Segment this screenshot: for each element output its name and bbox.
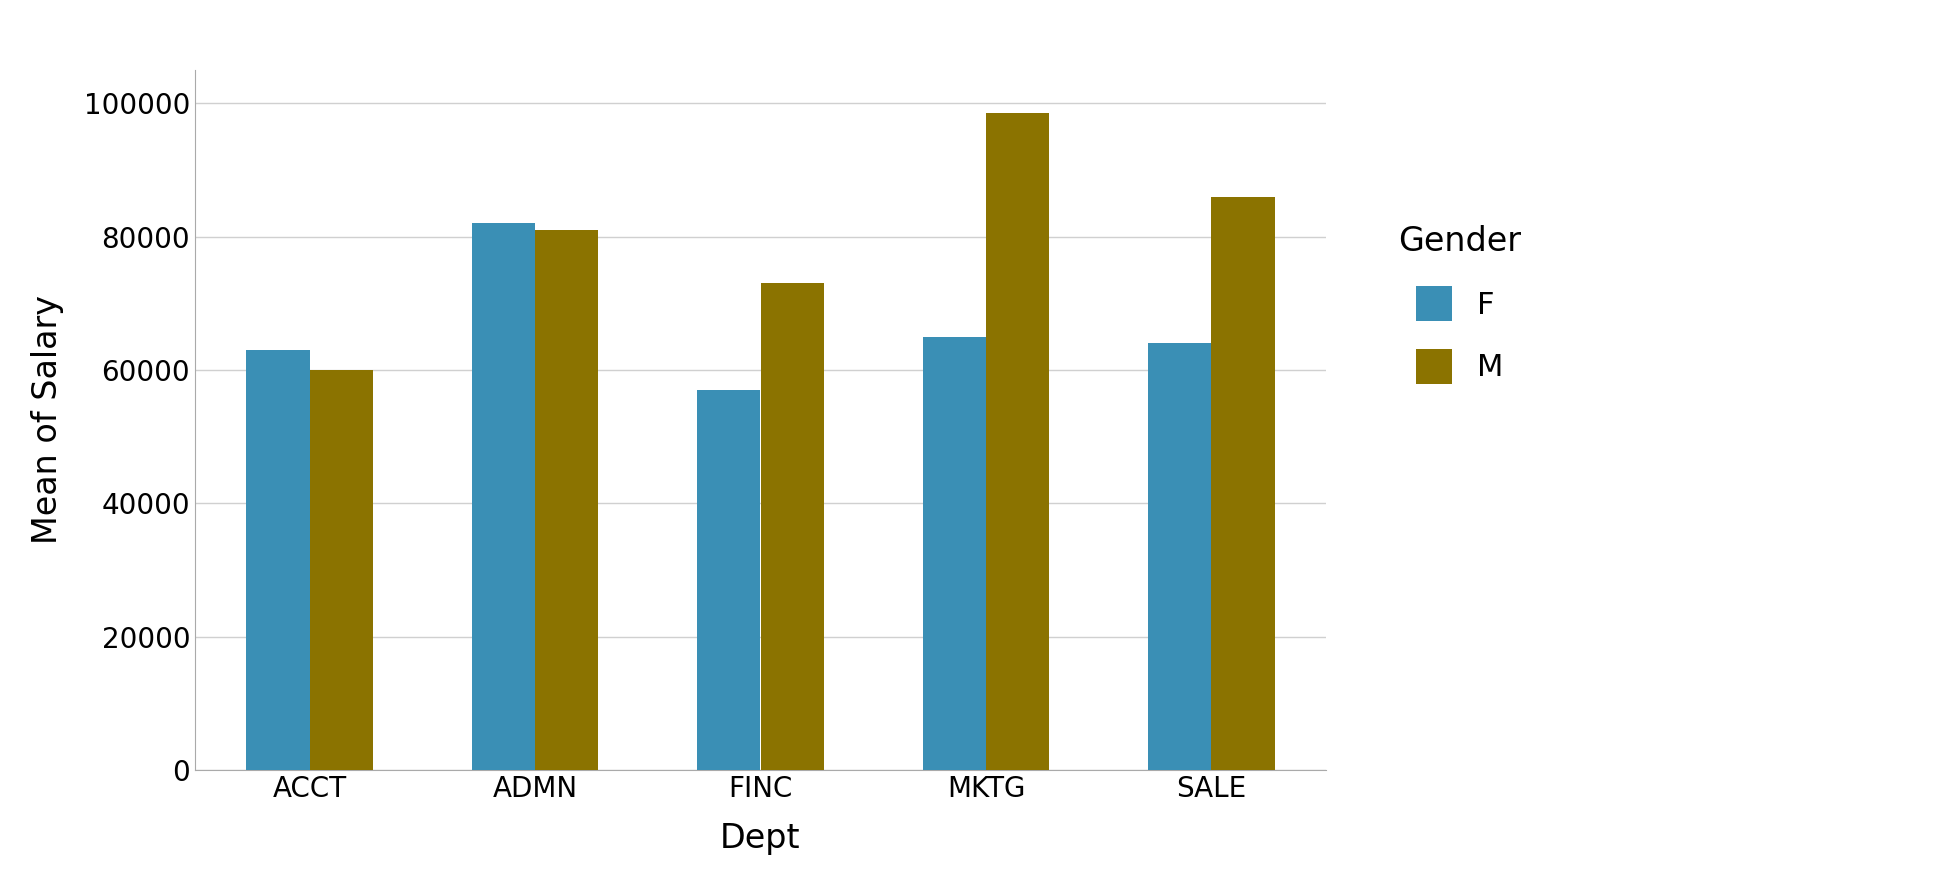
- Bar: [310, 370, 372, 770]
- Bar: [987, 114, 1049, 770]
- X-axis label: Dept: Dept: [720, 822, 801, 855]
- Y-axis label: Mean of Salary: Mean of Salary: [31, 296, 64, 544]
- Bar: [246, 350, 310, 770]
- Bar: [1149, 343, 1211, 770]
- Bar: [922, 337, 987, 770]
- Bar: [534, 230, 599, 770]
- Bar: [1211, 197, 1275, 770]
- Bar: [760, 284, 823, 770]
- Legend: F, M: F, M: [1398, 225, 1521, 384]
- Bar: [698, 390, 761, 770]
- Bar: [472, 223, 534, 770]
